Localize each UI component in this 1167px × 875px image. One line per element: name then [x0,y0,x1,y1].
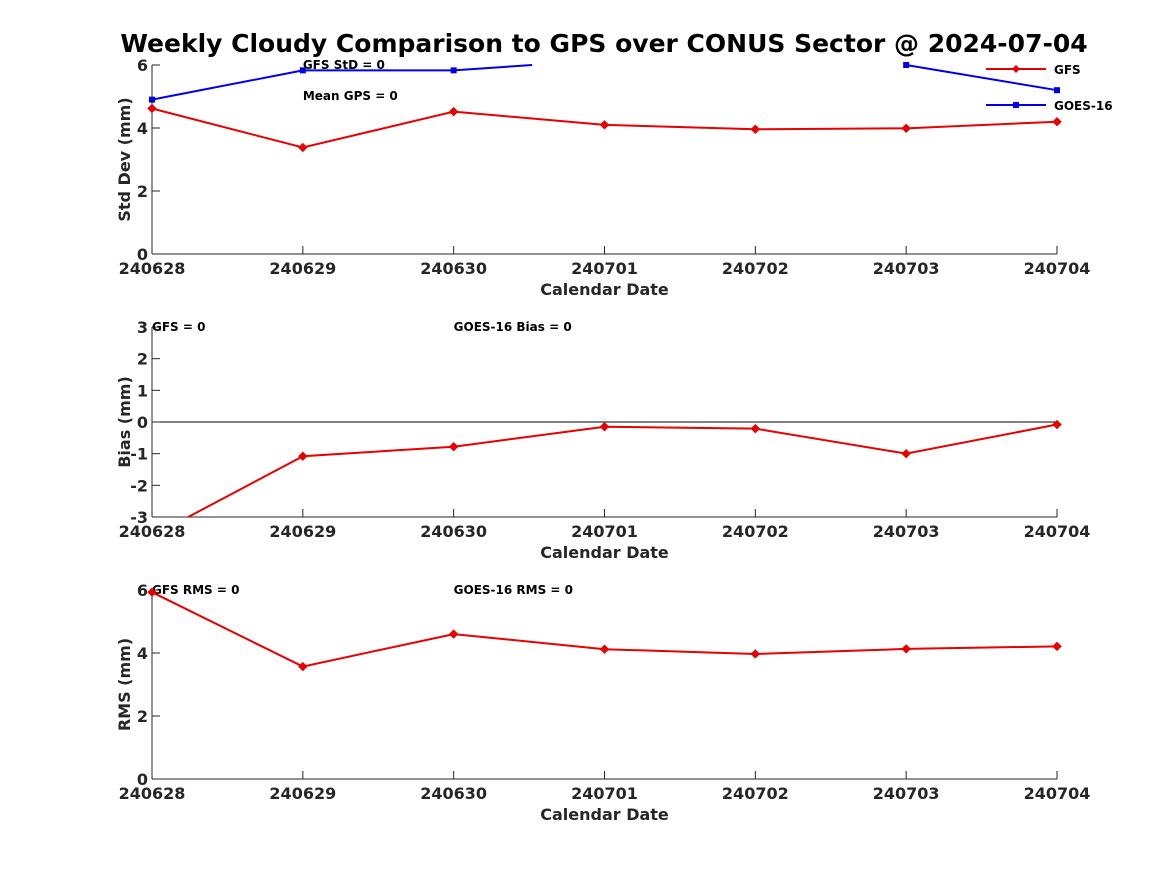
x-tick-label: 240704 [1024,522,1091,541]
x-tick-label: 240702 [722,522,789,541]
goes16-point [903,62,910,68]
chart-panels: 240628 240629 240630 240701 240702 240703 2407… [115,56,1090,824]
gfs-point [1052,641,1062,652]
chart-title: Weekly Cloudy Comparison to GPS over CON… [120,29,1087,58]
gfs-point [901,644,911,654]
goes16-point [450,67,457,74]
y-tick-label: 4 [137,644,148,663]
y-tick-label: 4 [137,119,148,138]
gfs-point [901,448,911,459]
x-tick-label: 240704 [1024,784,1091,803]
series-line [151,64,533,101]
x-tick-label: 240629 [269,784,336,803]
series-gfs [147,587,1062,672]
x-tick-label: 240702 [722,259,789,278]
gfs-point [901,123,911,134]
x-tick-label: 240628 [119,784,186,803]
x-axis-label: Calendar Date [540,543,669,562]
x-tick-label: 240701 [571,259,638,278]
y-axis-label: Bias (mm) [115,376,134,468]
panel-bias: 240628 240629 240630 240701 240702 240703 2407… [115,318,1090,562]
y-tick-label: 0 [137,413,148,432]
y-axis-label: Std Dev (mm) [115,97,134,221]
x-axis-label: Calendar Date [540,805,669,824]
gfs-point [1052,419,1062,430]
y-tick-label: -2 [130,476,148,495]
annotation: GFS RMS = 0 [152,583,239,597]
gfs-point [750,423,761,434]
y-tick-label: 2 [137,707,148,726]
gfs-point [448,629,459,639]
y-tick-label: 0 [137,770,148,789]
x-tick-label: 240702 [722,784,789,803]
series-gfs [147,103,1062,153]
x-tick-label: 240628 [119,522,186,541]
gfs-point [750,649,761,659]
gfs-point [599,422,610,432]
series-line [906,64,1058,92]
legend-item-goes16: GOES-16 [986,99,1113,113]
series-gfs [187,419,1062,518]
legend-item-gfs: GFS [986,63,1081,77]
gfs-point [750,124,761,134]
gfs-point [147,103,157,114]
y-axis-label: RMS (mm) [115,638,134,731]
annotation: Mean GPS = 0 [303,89,398,103]
x-tick-label: 240630 [420,784,487,803]
gfs-point [1052,116,1062,127]
legend-label: GFS [1054,63,1081,77]
x-tick-label: 240630 [420,522,487,541]
legend-diamond-marker [1012,65,1020,73]
annotation: GFS = 0 [152,320,205,334]
x-tick-label: 240703 [873,784,940,803]
y-tick-label: 0 [137,245,148,264]
y-tick-label: 2 [137,350,148,369]
y-tick-label: -1 [130,445,148,464]
x-tick-label: 240704 [1024,259,1091,278]
gfs-point [448,106,459,117]
x-tick-label: 240629 [269,522,336,541]
gfs-point [298,661,308,672]
x-tick-label: 240703 [873,259,940,278]
gfs-point [448,441,459,452]
gfs-point [298,451,308,461]
annotation: GOES-16 RMS = 0 [454,583,573,597]
goes16-point [149,96,155,103]
annotation: GFS StD = 0 [303,58,385,72]
series-line [151,591,1058,668]
y-tick-label: -3 [130,508,148,527]
y-tick-label: 6 [137,581,148,600]
x-tick-label: 240630 [420,259,487,278]
x-tick-label: 240703 [873,522,940,541]
x-tick-label: 240701 [571,784,638,803]
gfs-point [599,644,610,654]
x-tick-label: 240701 [571,522,638,541]
panel-rms: 240628 240629 240630 240701 240702 240703 2407… [115,581,1090,824]
legend-label: GOES-16 [1054,99,1113,113]
gfs-point [599,120,610,130]
gfs-point [147,587,157,597]
series-line [187,423,1058,518]
legend-square-marker [1013,102,1019,108]
chart-legend: GFS GOES-16 [986,63,1113,113]
y-tick-label: 2 [137,182,148,201]
y-tick-label: 1 [137,381,148,400]
x-tick-label: 240628 [119,259,186,278]
annotation: GOES-16 Bias = 0 [454,320,572,334]
series-goes16 [149,62,1060,103]
x-axis-label: Calendar Date [540,280,669,299]
goes16-point [1054,87,1060,94]
x-tick-label: 240629 [269,259,336,278]
y-tick-label: 6 [137,56,148,75]
y-tick-label: 3 [137,318,148,337]
goes16-point [299,67,306,74]
panel-stddev: 240628 240629 240630 240701 240702 240703 2407… [115,56,1090,299]
gfs-point [298,142,308,153]
